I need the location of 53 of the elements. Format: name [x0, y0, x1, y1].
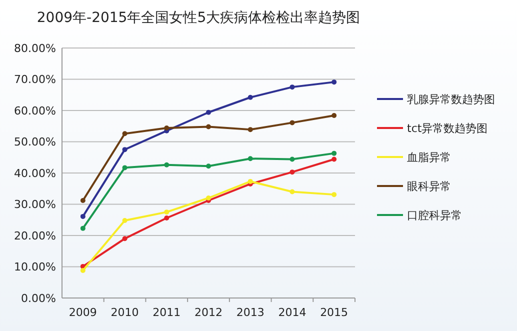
x-tick-label: 2015	[320, 306, 348, 319]
point	[206, 164, 211, 169]
point	[332, 113, 337, 118]
legend-label: 眼科异常	[407, 180, 451, 193]
y-tick-label: 40.00%	[14, 166, 56, 180]
point	[290, 120, 295, 126]
x-tick-label: 2013	[236, 306, 264, 319]
point	[80, 198, 86, 203]
point	[290, 189, 295, 194]
point	[206, 110, 211, 115]
x-tick-label: 2014	[278, 306, 306, 319]
point	[248, 94, 253, 100]
x-tick-label: 2009	[68, 306, 97, 319]
y-tick-label: 50.00%	[14, 136, 56, 149]
x-tick-label: 2010	[110, 306, 139, 319]
chart-title: 2009年-2015年全国女性5大疾病体检检出率趋势图	[36, 10, 360, 26]
y-tick-label: 10.00%	[14, 260, 56, 274]
point	[122, 131, 128, 136]
point	[248, 156, 253, 162]
x-tick-label: 2011	[152, 306, 181, 319]
point	[206, 124, 211, 130]
point	[164, 126, 170, 130]
y-tick-label: 70.00%	[14, 73, 56, 86]
point	[248, 178, 253, 184]
legend-label: 血脂异常	[407, 150, 451, 164]
point	[332, 150, 337, 156]
y-tick-label: 0.00%	[21, 292, 56, 305]
y-tick-label: 20.00%	[14, 229, 56, 242]
point	[332, 156, 337, 162]
point	[80, 268, 86, 273]
legend-label: 口腔科异常	[407, 208, 462, 222]
point	[122, 147, 128, 152]
point	[164, 162, 170, 168]
point	[122, 165, 128, 170]
legend-label: 乳腺异常数趋势图	[407, 92, 495, 106]
y-tick-label: 30.00%	[14, 198, 56, 212]
point	[332, 192, 337, 198]
legend-label: tct异常数趋势图	[407, 122, 488, 135]
point	[80, 226, 86, 231]
point	[332, 80, 337, 85]
point	[122, 236, 128, 242]
point	[80, 214, 86, 219]
point	[290, 170, 295, 175]
point	[290, 156, 295, 162]
point	[206, 196, 211, 200]
point	[290, 84, 295, 90]
y-tick-label: 60.00%	[14, 104, 56, 118]
y-tick-label: 80.00%	[14, 42, 56, 55]
point	[164, 216, 170, 220]
x-tick-label: 2012	[194, 306, 222, 319]
point	[248, 127, 253, 132]
point	[122, 218, 128, 223]
point	[164, 210, 170, 215]
